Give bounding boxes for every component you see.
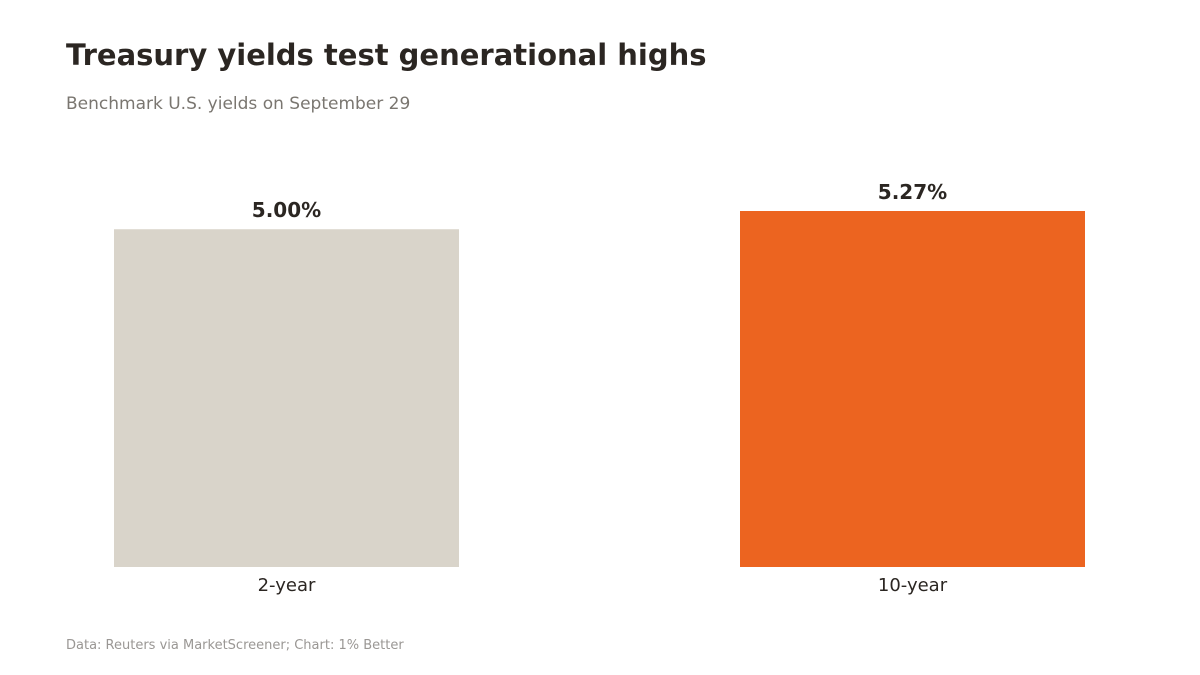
value-label: 5.27% [878, 180, 947, 204]
source-note: Data: Reuters via MarketScreener; Chart:… [66, 638, 404, 653]
category-labels-layer: 2-year 10-year [258, 575, 948, 596]
bar-10-year [740, 211, 1085, 567]
bars-layer [114, 211, 1085, 568]
chart-subtitle: Benchmark U.S. yields on September 29 [66, 94, 411, 114]
value-label: 5.00% [252, 198, 321, 222]
chart-title: Treasury yields test generational highs [66, 38, 707, 72]
category-label: 2-year [258, 575, 316, 596]
value-labels-layer: 5.00% 5.27% [252, 180, 947, 222]
bar-2-year [114, 229, 459, 568]
category-label: 10-year [878, 575, 948, 596]
